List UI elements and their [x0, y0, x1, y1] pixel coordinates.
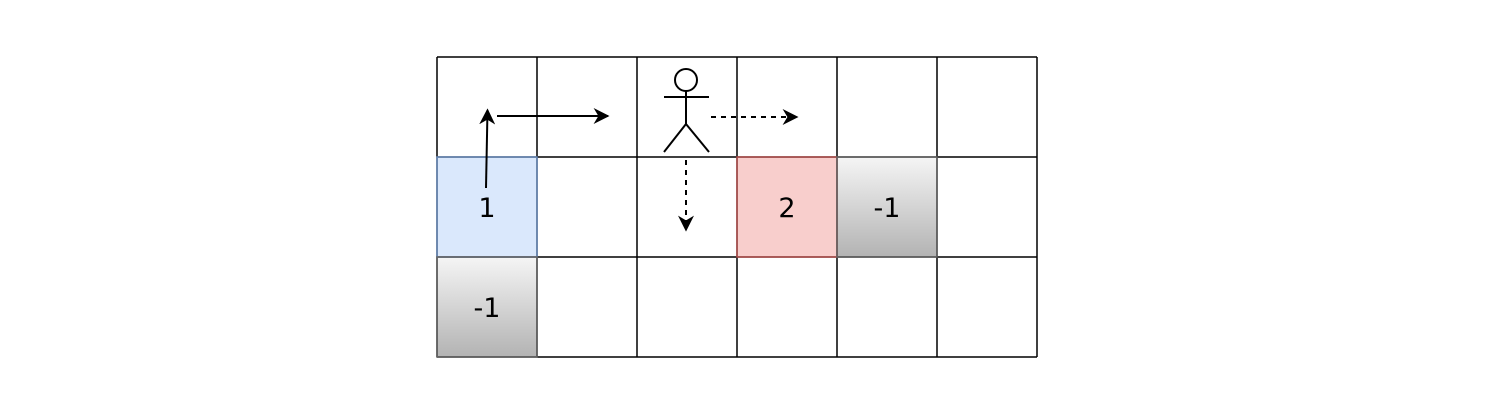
cell-value-label: -1 — [474, 293, 501, 324]
grid-cell-r1-c5 — [937, 157, 1037, 257]
grid-cell-r2-c2 — [637, 257, 737, 357]
grid-cell-r0-c4 — [837, 57, 937, 157]
arrow-up — [479, 108, 496, 189]
gray-cell-border — [836, 156, 938, 258]
gray-cell-fill — [837, 157, 937, 257]
solid-path-arrows — [479, 108, 610, 189]
cell-value-label: -1 — [874, 193, 901, 224]
stick-figure-icon — [663, 68, 710, 153]
dashed-path-arrows — [678, 109, 799, 232]
gray-cell-border — [436, 256, 538, 358]
red-cell-fill — [737, 157, 837, 257]
grid-cell-r0-c1 — [537, 57, 637, 157]
special-cells — [437, 157, 937, 357]
gray-cell-fill — [437, 257, 537, 357]
grid-cell-r2-c5 — [937, 257, 1037, 357]
grid-cell-r2-c3 — [737, 257, 837, 357]
grid-cell-r0-c3 — [737, 57, 837, 157]
cell-value-label: 1 — [478, 193, 495, 224]
cell-labels: 1 2 -1 -1 — [474, 193, 901, 324]
cell-value-label: 2 — [778, 193, 795, 224]
grid-cell-r1-c1 — [537, 157, 637, 257]
grid-cell-r0-c5 — [937, 57, 1037, 157]
grid-cell-r2-c1 — [537, 257, 637, 357]
grid-cell-r2-c4 — [837, 257, 937, 357]
